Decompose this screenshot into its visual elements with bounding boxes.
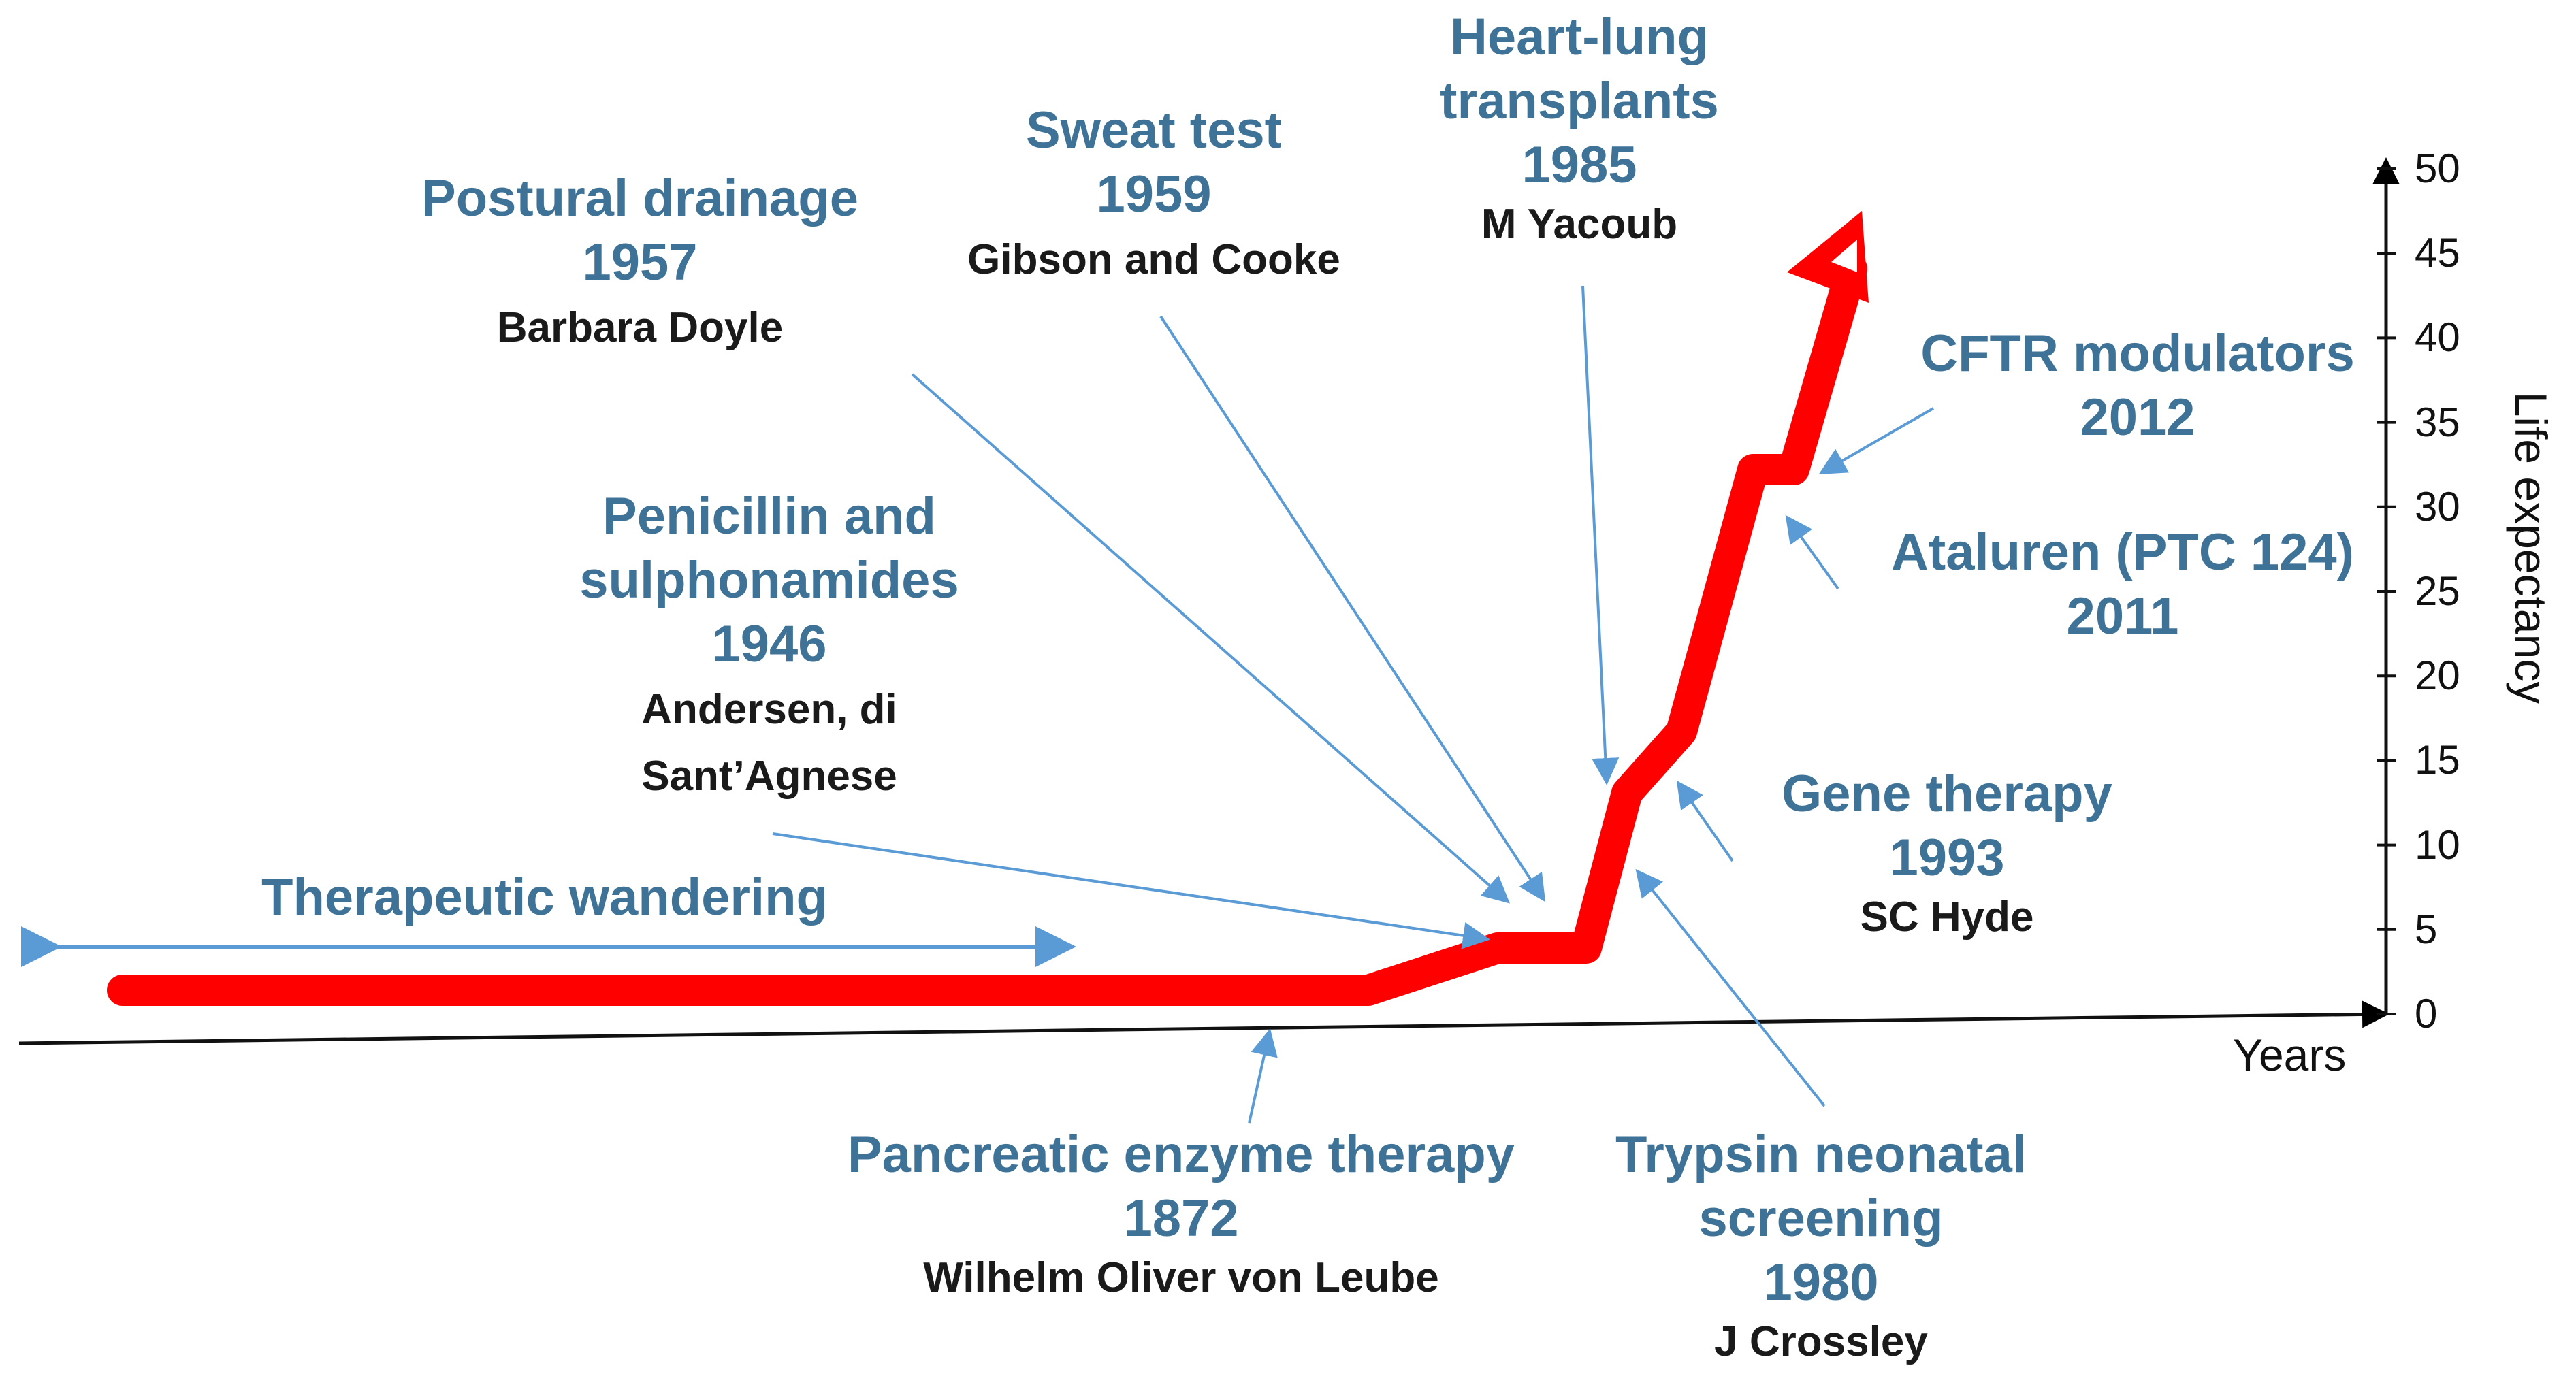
milestone-title: Pancreatic enzyme therapy bbox=[847, 1126, 1515, 1183]
y-tick-label: 40 bbox=[2415, 314, 2460, 361]
postural-drainage-arrow bbox=[911, 373, 1510, 904]
milestone-title-line2: screening bbox=[1698, 1190, 1944, 1247]
milestone-year: 1959 bbox=[1096, 165, 1212, 223]
y-tick-label: 15 bbox=[2415, 737, 2460, 783]
y-tick-label: 45 bbox=[2415, 230, 2460, 276]
milestone-title-line2: sulphonamides bbox=[579, 551, 959, 609]
y-tick-label: 35 bbox=[2415, 399, 2460, 445]
milestone-cftr-modulators: CFTR modulators 2012 bbox=[1920, 322, 2355, 450]
milestone-title: Trypsin neonatal bbox=[1615, 1126, 2027, 1183]
x-axis bbox=[18, 1000, 2389, 1045]
y-tick-label: 25 bbox=[2415, 568, 2460, 614]
cftr-modulators-arrow bbox=[1818, 407, 1934, 474]
life-expectancy-curve bbox=[107, 253, 1867, 1006]
milestone-heart-lung: Heart-lung transplants 1985 M Yacoub bbox=[1440, 5, 1719, 252]
milestone-year: 1993 bbox=[1889, 829, 2005, 887]
milestone-author: Gibson and Cooke bbox=[967, 236, 1340, 283]
milestone-gene-therapy: Gene therapy 1993 SC Hyde bbox=[1782, 762, 2112, 945]
milestone-author: M Yacoub bbox=[1481, 201, 1678, 248]
pancreatic-enzyme-arrow bbox=[1248, 1028, 1278, 1124]
milestone-penicillin: Penicillin and sulphonamides 1946 Anders… bbox=[579, 485, 959, 810]
milestone-year: 1985 bbox=[1522, 136, 1637, 194]
y-tick-label: 10 bbox=[2415, 821, 2460, 868]
milestone-title: Gene therapy bbox=[1782, 765, 2112, 823]
milestone-year: 1957 bbox=[582, 233, 698, 291]
milestone-title: Penicillin and bbox=[602, 487, 936, 545]
y-tick-label: 5 bbox=[2415, 906, 2438, 952]
milestone-year: 1980 bbox=[1763, 1254, 1879, 1311]
y-tick-label: 0 bbox=[2415, 991, 2438, 1036]
milestone-ataluren: Ataluren (PTC 124) 2011 bbox=[1891, 521, 2354, 649]
milestone-year: 2011 bbox=[2066, 587, 2179, 645]
milestone-sweat-test: Sweat test 1959 Gibson and Cooke bbox=[967, 99, 1340, 293]
penicillin-arrow bbox=[772, 832, 1490, 949]
gene-therapy-arrow bbox=[1676, 780, 1734, 862]
trypsin-screening-arrow bbox=[1635, 868, 1826, 1107]
y-tick-label: 30 bbox=[2415, 483, 2460, 529]
heart-lung-arrow bbox=[1581, 285, 1620, 785]
milestone-year: 2012 bbox=[2080, 389, 2195, 446]
therapeutic-wandering-text: Therapeutic wandering bbox=[261, 868, 828, 926]
milestone-author: Barbara Doyle bbox=[496, 304, 784, 351]
milestone-title: CFTR modulators bbox=[1920, 325, 2355, 382]
milestone-year: 1872 bbox=[1123, 1190, 1239, 1247]
sweat-test-arrow bbox=[1159, 315, 1546, 902]
milestone-author: Andersen, di bbox=[641, 686, 897, 733]
milestone-title: Ataluren (PTC 124) bbox=[1891, 523, 2354, 581]
ataluren-arrow bbox=[1785, 514, 1839, 590]
y-axis-ticks bbox=[2377, 167, 2396, 1015]
milestone-author-line2: Sant’Agnese bbox=[641, 753, 897, 800]
milestone-title-line2: transplants bbox=[1440, 72, 1719, 130]
therapeutic-wandering-label: Therapeutic wandering bbox=[261, 866, 828, 930]
curve-arrowhead bbox=[1787, 211, 1869, 303]
milestone-author: Wilhelm Oliver von Leube bbox=[923, 1254, 1439, 1301]
milestone-author: J Crossley bbox=[1714, 1318, 1928, 1365]
y-tick-label: 50 bbox=[2415, 146, 2460, 191]
milestone-year: 1946 bbox=[711, 615, 827, 673]
milestone-title: Sweat test bbox=[1026, 101, 1282, 159]
milestone-title: Postural drainage bbox=[421, 169, 858, 227]
milestone-title: Heart-lung bbox=[1450, 8, 1709, 66]
curve-arrowhead-notch bbox=[1831, 240, 1857, 272]
milestone-trypsin-screening: Trypsin neonatal screening 1980 J Crossl… bbox=[1615, 1123, 2027, 1369]
y-tick-label: 20 bbox=[2415, 653, 2460, 699]
x-axis-label: Years bbox=[2233, 1030, 2347, 1080]
y-axis-label: Life expectancy bbox=[2506, 391, 2556, 704]
milestone-postural-drainage: Postural drainage 1957 Barbara Doyle bbox=[421, 167, 858, 361]
milestone-pancreatic-enzyme: Pancreatic enzyme therapy 1872 Wilhelm O… bbox=[848, 1123, 1515, 1305]
milestone-author: SC Hyde bbox=[1860, 894, 2034, 941]
